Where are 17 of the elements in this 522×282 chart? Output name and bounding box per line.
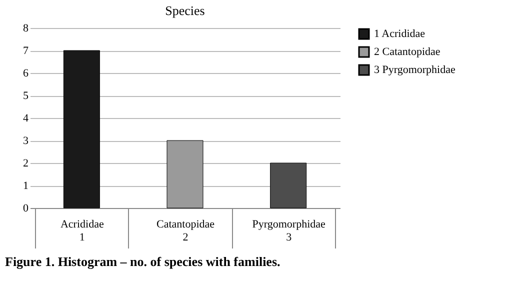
y-tick-label: 6 [23, 68, 29, 80]
legend-label: 1 Acrididae [374, 28, 426, 40]
chart-title: Species [165, 3, 205, 18]
y-tick-label: 0 [23, 202, 29, 214]
y-tick-label: 3 [23, 135, 29, 147]
legend-label: 2 Catantopidae [374, 46, 440, 58]
y-tick-label: 1 [23, 180, 28, 192]
y-tick-label: 4 [23, 112, 29, 124]
x-tick-label: Catantopidae 2 [156, 218, 215, 244]
caption: Figure 1. Histogram – no. of species with families. [5, 254, 280, 269]
y-tick-label: 2 [23, 158, 28, 170]
legend-label: 3 Pyrgomorphidae [374, 64, 456, 76]
y-tick-label: 5 [23, 90, 29, 102]
y-tick-label: 8 [23, 22, 29, 34]
x-tick-label: Pyrgomorphidae 3 [252, 218, 326, 244]
y-tick-label: 7 [23, 45, 29, 57]
x-tick-label: Acrididae 1 [60, 218, 104, 244]
